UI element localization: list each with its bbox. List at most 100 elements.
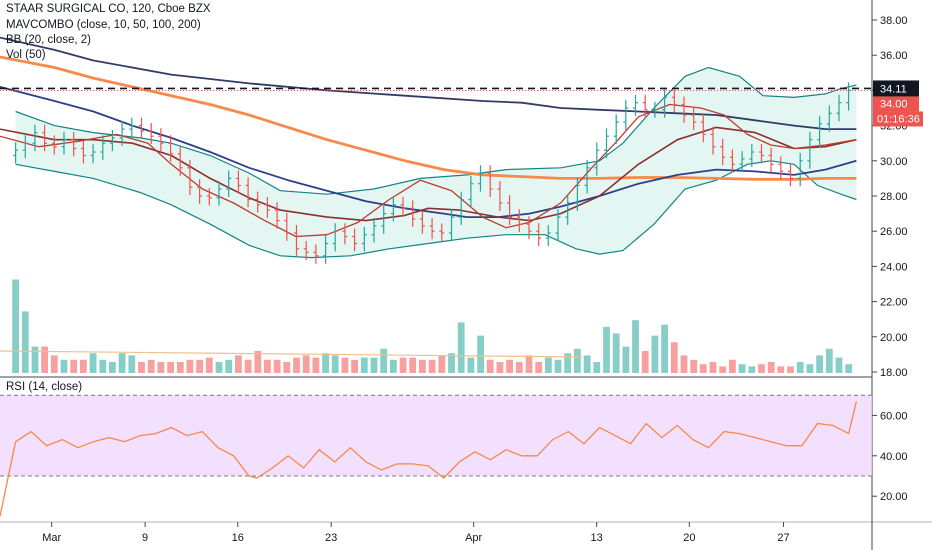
last-price-text: 34.11 (880, 83, 907, 95)
volume-bar (787, 366, 794, 373)
countdown-text: 01:16:36 (877, 113, 920, 125)
volume-bar (380, 348, 388, 373)
moving-average-line (0, 55, 857, 181)
volume-bar (583, 355, 591, 373)
bollinger-bands (15, 66, 857, 259)
volume-bar (719, 366, 727, 373)
volume-ma-line (0, 350, 583, 358)
volume-bar (457, 322, 465, 373)
volume-bar (235, 355, 242, 373)
volume-bar (748, 366, 756, 373)
volume-bar (816, 355, 823, 373)
volume-bar (244, 359, 252, 373)
volume-bar (680, 355, 688, 373)
time-tick-label: Apr (465, 532, 482, 544)
volume-bar (31, 346, 39, 373)
price-tick-label: 36.00 (880, 50, 908, 62)
volume-bar (477, 335, 484, 373)
volume-bar (370, 357, 378, 373)
volume-bar (312, 357, 320, 373)
volume-bar (767, 362, 775, 373)
volume-bar (157, 362, 165, 373)
volume-bar (690, 359, 698, 373)
volume-bar (99, 359, 107, 373)
volume-bar (603, 326, 610, 373)
volume-bar (128, 355, 136, 373)
volume-bar (390, 359, 397, 373)
volume-bar (438, 355, 446, 373)
volume-bar (21, 311, 29, 373)
volume-bar (331, 355, 339, 373)
moving-average-line (0, 86, 857, 219)
legend-rsi: RSI (14, close) (6, 381, 83, 393)
volume-bar (545, 357, 552, 373)
volume-bar (147, 359, 155, 373)
volume-bar (564, 353, 572, 373)
volume-bar (322, 353, 329, 373)
price-tick-label: 22.00 (880, 297, 908, 309)
price-tick-label: 18.00 (880, 367, 908, 379)
time-tick-label: 13 (591, 532, 603, 544)
volume-bar (138, 362, 145, 373)
volume-bar (409, 357, 417, 373)
moving-average-line (0, 103, 857, 238)
volume-bar (205, 357, 213, 373)
rsi-band (0, 394, 872, 477)
volume-bar (641, 351, 649, 373)
volume-bar (448, 353, 455, 373)
volume-bar (835, 357, 843, 373)
price-badge-text: 34.00 (880, 98, 908, 110)
legend-bb: BB (20, close, 2) (6, 34, 92, 46)
volume-bars (0, 279, 853, 373)
price-tick-label: 24.00 (880, 261, 908, 273)
volume-bar (496, 362, 504, 373)
legend-symbol: STAAR SURGICAL CO, 120, Cboe BZX (6, 3, 211, 15)
volume-bar (486, 359, 494, 373)
volume-bar (661, 324, 668, 373)
volume-bar (515, 362, 523, 373)
moving-averages (0, 36, 857, 238)
volume-bar (109, 362, 116, 373)
volume-bar (593, 362, 601, 373)
volume-bar (196, 359, 203, 373)
volume-bar (283, 362, 291, 373)
volume-bar (806, 364, 814, 373)
volume-bar (574, 348, 581, 373)
rsi-band-fill (0, 395, 872, 476)
volume-bar (525, 355, 533, 373)
volume-bar (215, 362, 223, 373)
rsi-line (0, 401, 858, 517)
moving-average-line (0, 36, 857, 131)
time-tick-label: 16 (232, 532, 244, 544)
rsi-tick-label: 40.00 (880, 451, 908, 463)
volume-bar (729, 359, 736, 373)
rsi-tick-label: 60.00 (880, 410, 908, 422)
countdown-badge (873, 111, 923, 127)
rsi-polyline (0, 401, 858, 517)
volume-bar (535, 362, 543, 373)
volume-bar (777, 366, 785, 373)
price-tick-label: 30.00 (880, 156, 908, 168)
price-tick-label: 38.00 (880, 15, 908, 27)
volume-bar (738, 364, 746, 373)
volume-bar (80, 359, 87, 373)
volume-bar (419, 359, 426, 373)
volume-bar (50, 355, 58, 373)
volume-bar (167, 362, 174, 373)
volume-bar (89, 353, 97, 373)
volume-bar (176, 362, 184, 373)
volume-bar (41, 346, 48, 373)
legend-mavcombo: MAVCOMBO (close, 10, 50, 100, 200) (6, 19, 201, 31)
volume-bar (709, 362, 717, 373)
volume-bar (273, 359, 281, 373)
legend-vol: Vol (50) (6, 49, 46, 61)
volume-bar (399, 357, 407, 373)
volume-bar (845, 364, 853, 373)
time-tick-label: 27 (777, 532, 789, 544)
volume-bar (699, 364, 707, 373)
volume-bar (225, 359, 233, 373)
time-tick-label: 20 (683, 532, 695, 544)
volume-bar (651, 335, 659, 373)
volume-bar (351, 359, 358, 373)
